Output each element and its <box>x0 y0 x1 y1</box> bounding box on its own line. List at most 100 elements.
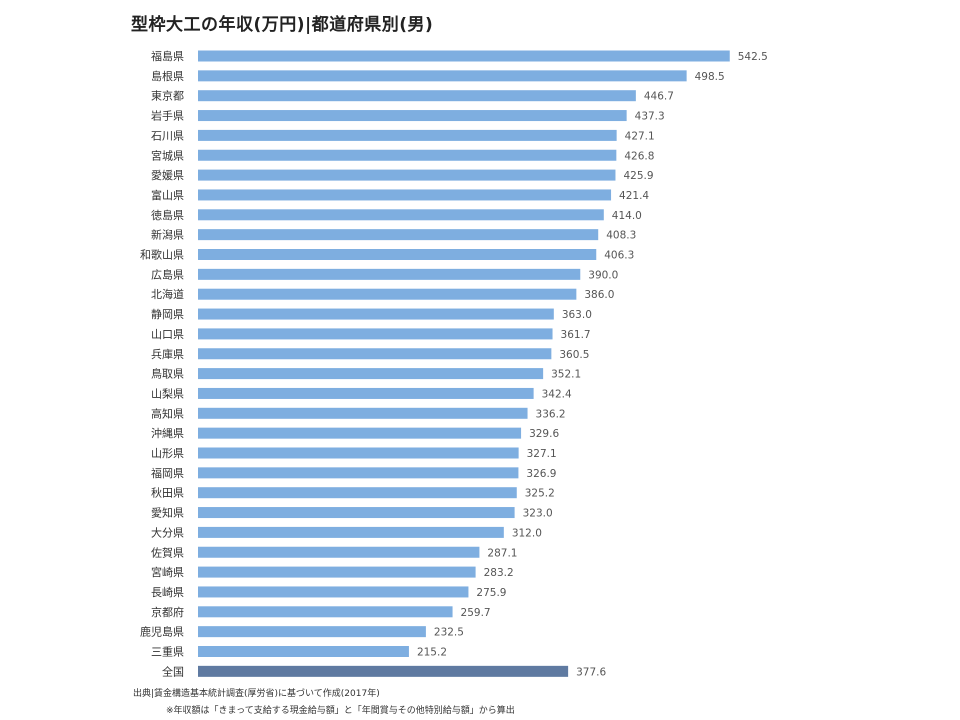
value-label: 361.7 <box>561 329 591 341</box>
bar <box>198 387 534 399</box>
value-labels: 542.5 498.5 446.7 437.3 427.1 426.8 425.9 421.4… <box>417 51 768 678</box>
bar <box>198 368 544 380</box>
category-label: 全国 <box>162 664 184 678</box>
bar <box>198 507 515 519</box>
value-label: 259.7 <box>461 607 491 619</box>
value-label: 336.2 <box>536 408 566 420</box>
bar <box>198 566 476 578</box>
value-label: 326.9 <box>526 468 556 480</box>
value-label: 414.0 <box>612 210 642 222</box>
value-label: 426.8 <box>624 150 654 162</box>
category-label: 岩手県 <box>151 109 184 123</box>
value-label: 323.0 <box>523 508 553 520</box>
chart-title: 型枠大工の年収(万円)|都道府県別(男) <box>131 15 434 35</box>
category-label: 愛知県 <box>151 506 184 520</box>
value-label: 342.4 <box>542 388 572 400</box>
value-label: 287.1 <box>487 547 517 559</box>
category-label: 山形県 <box>151 447 184 460</box>
bar <box>198 288 577 300</box>
category-label: 静岡県 <box>151 307 184 321</box>
category-label: 山梨県 <box>151 386 184 400</box>
bar <box>198 268 581 280</box>
value-label: 329.6 <box>529 428 559 440</box>
bar <box>198 249 597 260</box>
category-label: 島根県 <box>151 69 184 83</box>
value-label: 352.1 <box>551 369 581 381</box>
category-label: 沖縄県 <box>151 426 184 440</box>
category-label: 鹿児島県 <box>140 625 184 639</box>
value-label: 283.2 <box>484 567 514 579</box>
bar <box>198 50 730 62</box>
bar <box>198 487 517 499</box>
category-label: 山口県 <box>151 328 184 341</box>
value-label: 542.5 <box>738 51 768 63</box>
category-label: 広島県 <box>151 267 184 281</box>
bar <box>198 209 604 221</box>
bar <box>198 626 426 638</box>
value-label: 427.1 <box>625 130 655 142</box>
bar-national-average <box>198 665 569 677</box>
category-label: 福島県 <box>151 49 184 63</box>
value-label: 390.0 <box>588 269 618 281</box>
income-note: ※年収額は「きまって支給する現金給与額」と「年間賞与その他特別給与額」から算出 <box>166 706 515 716</box>
category-label: 大分県 <box>151 525 184 539</box>
value-label: 425.9 <box>623 170 653 182</box>
category-label: 佐賀県 <box>151 545 184 559</box>
bar <box>198 348 552 360</box>
value-label: 377.6 <box>576 666 606 678</box>
category-label: 北海道 <box>151 287 184 301</box>
bar <box>198 646 409 657</box>
bar <box>198 526 504 538</box>
category-label: 新潟県 <box>151 228 184 242</box>
category-label: 石川県 <box>151 129 184 142</box>
category-label: 高知県 <box>151 406 184 420</box>
category-label: 愛媛県 <box>151 168 184 182</box>
category-label: 富山県 <box>151 188 184 202</box>
bar <box>198 110 627 122</box>
value-label: 421.4 <box>619 190 649 202</box>
value-label: 275.9 <box>476 587 506 599</box>
bar <box>198 229 599 241</box>
category-label: 兵庫県 <box>151 347 184 361</box>
category-label: 東京都 <box>151 89 184 103</box>
bar <box>198 407 528 419</box>
bar <box>198 70 687 82</box>
bar <box>198 308 554 320</box>
bar <box>198 129 617 141</box>
value-label: 406.3 <box>604 250 634 262</box>
bar <box>198 447 519 459</box>
value-label: 386.0 <box>584 289 614 301</box>
category-label: 宮崎県 <box>151 565 184 579</box>
bar <box>198 149 617 161</box>
bar <box>198 90 636 102</box>
bar <box>198 189 612 201</box>
category-label: 長崎県 <box>151 585 184 599</box>
value-label: 408.3 <box>606 230 636 242</box>
value-label: 325.2 <box>525 488 555 500</box>
value-label: 446.7 <box>644 91 674 103</box>
value-label: 363.0 <box>562 309 592 321</box>
bar <box>198 606 453 618</box>
value-label: 215.2 <box>417 647 447 659</box>
category-label: 三重県 <box>151 645 184 659</box>
bar <box>198 546 480 558</box>
bars <box>198 50 730 677</box>
bar <box>198 169 616 181</box>
category-label: 京都府 <box>151 605 184 619</box>
category-label: 和歌山県 <box>140 248 184 262</box>
category-labels: 福島県島根県東京都岩手県石川県宮城県愛媛県富山県徳島県新潟県和歌山県広島県北海道… <box>140 49 184 678</box>
value-label: 498.5 <box>695 71 725 83</box>
value-label: 360.5 <box>559 349 589 361</box>
value-label: 327.1 <box>527 448 557 460</box>
source-note: 出典|賃金構造基本統計調査(厚労省)に基づいて作成(2017年) <box>133 689 380 699</box>
category-label: 福岡県 <box>151 466 184 480</box>
category-label: 宮城県 <box>151 148 184 162</box>
value-label: 232.5 <box>434 627 464 639</box>
category-label: 徳島県 <box>151 208 184 222</box>
bar <box>198 427 522 439</box>
category-label: 秋田県 <box>151 486 184 500</box>
bar <box>198 328 553 340</box>
category-label: 鳥取県 <box>151 367 184 381</box>
value-label: 437.3 <box>635 111 665 123</box>
